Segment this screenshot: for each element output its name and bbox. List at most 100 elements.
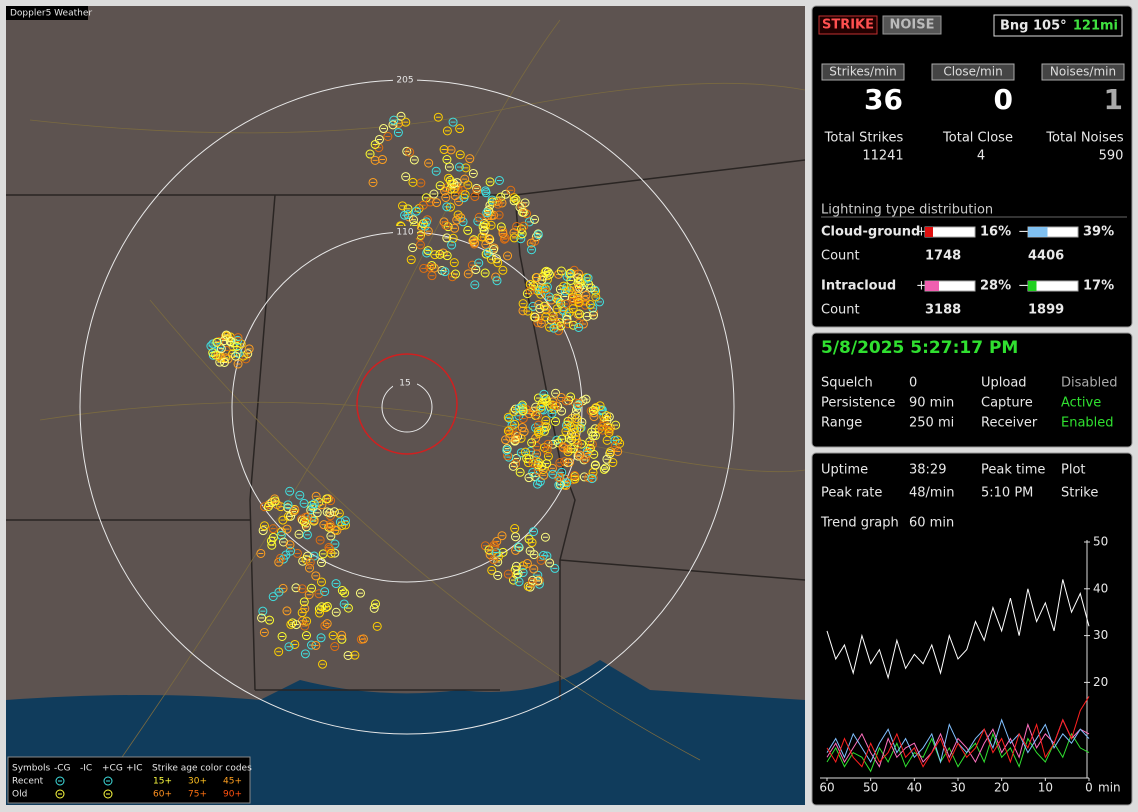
- strike-symbol: [554, 480, 564, 490]
- bar-fill: [1028, 281, 1037, 291]
- strike-symbol: [311, 640, 321, 650]
- strike-symbol: [570, 431, 580, 441]
- strike-symbol: [274, 587, 284, 597]
- strike-symbol: [585, 300, 595, 310]
- strike-symbol: [451, 181, 461, 191]
- strike-symbol: [519, 221, 529, 231]
- strike-symbol: [536, 402, 546, 412]
- total-value: 11241: [862, 149, 903, 164]
- strike-symbol: [219, 336, 229, 346]
- strike-symbol: [449, 258, 459, 268]
- legend-symbol: [55, 776, 65, 786]
- strike-symbol: [332, 526, 342, 536]
- strike-symbol: [331, 579, 341, 589]
- strike-symbol: [406, 255, 416, 265]
- strike-symbol: [401, 172, 411, 182]
- strike-symbol: [557, 406, 567, 416]
- strike-symbol: [528, 301, 538, 311]
- strike-symbol: [501, 435, 511, 445]
- strike-symbol: [511, 194, 521, 204]
- noise-button[interactable]: [882, 15, 942, 35]
- strike-symbol: [551, 416, 561, 426]
- strike-symbol: [305, 563, 315, 573]
- strike-symbol: [403, 210, 413, 220]
- strike-symbol: [548, 469, 558, 479]
- strike-symbol: [268, 524, 278, 534]
- strike-symbol: [266, 536, 276, 546]
- strike-symbol: [295, 490, 305, 500]
- stats-panel: [811, 452, 1133, 806]
- strike-symbol: [440, 186, 450, 196]
- strike-symbol: [506, 185, 516, 195]
- strike-symbol: [400, 210, 410, 220]
- strike-symbol: [481, 249, 491, 259]
- strike-symbol: [463, 225, 473, 235]
- strike-symbol: [489, 540, 499, 550]
- strike-symbol: [541, 422, 551, 432]
- status-field: Capture: [981, 396, 1033, 411]
- strike-symbol: [560, 286, 570, 296]
- legend-age: 75+: [188, 790, 207, 800]
- count-value: 3188: [925, 303, 961, 318]
- strike-symbol: [337, 586, 347, 596]
- strike-symbol: [284, 642, 294, 652]
- strike-symbol: [290, 505, 300, 515]
- strike-symbol: [597, 421, 607, 431]
- sign: +: [916, 279, 927, 294]
- strike-symbol: [549, 323, 559, 333]
- strike-symbol: [483, 206, 493, 216]
- strike-symbol: [538, 550, 548, 560]
- strike-symbol: [591, 292, 601, 302]
- x-tick-label: 10: [1038, 781, 1053, 795]
- strike-symbol: [409, 155, 419, 165]
- strike-symbol: [509, 193, 519, 203]
- strike-symbol: [585, 437, 595, 447]
- trend-line: [826, 696, 1090, 768]
- sign: +: [916, 225, 927, 240]
- strike-symbol: [534, 313, 544, 323]
- strike-symbol: [441, 192, 451, 202]
- strike-symbol: [281, 550, 291, 560]
- stats-field: Uptime: [821, 463, 868, 478]
- y-tick-label: 20: [1093, 675, 1108, 689]
- strike-symbol: [541, 415, 551, 425]
- strike-symbol: [241, 354, 251, 364]
- bar-fill: [925, 227, 933, 237]
- strike-symbol: [401, 117, 411, 127]
- rate-value: 36: [864, 83, 903, 116]
- ring-label: 110: [396, 228, 413, 238]
- strike-symbol: [557, 467, 567, 477]
- strike-symbol: [518, 561, 528, 571]
- legend-box: [7, 756, 251, 804]
- strike-symbol: [470, 192, 480, 202]
- strike-symbol: [487, 197, 497, 207]
- stats-field: Trend graph: [820, 516, 899, 531]
- strike-symbol: [573, 273, 583, 283]
- strike-symbol: [331, 607, 341, 617]
- strike-symbol: [570, 474, 580, 484]
- strike-symbol: [301, 512, 311, 522]
- strike-symbol: [547, 463, 557, 473]
- strike-symbol: [561, 426, 571, 436]
- strike-symbol: [443, 222, 453, 232]
- strike-symbol: [411, 206, 421, 216]
- strike-symbol: [536, 555, 546, 565]
- strike-symbol: [532, 410, 542, 420]
- strike-symbol: [534, 575, 544, 585]
- strike-symbol: [258, 606, 268, 616]
- strike-symbol: [297, 584, 307, 594]
- strike-symbol: [317, 558, 327, 568]
- strike-symbol: [533, 576, 543, 586]
- strike-symbol: [509, 233, 519, 243]
- status-field: Receiver: [981, 416, 1038, 431]
- strike-symbol: [221, 330, 231, 340]
- strike-button[interactable]: [818, 15, 878, 35]
- percent: 16%: [980, 225, 1011, 240]
- legend-column: -CG: [54, 764, 71, 774]
- strike-symbol: [492, 276, 502, 286]
- strike-symbol: [368, 177, 378, 187]
- stats-field: 48/min: [909, 486, 954, 501]
- strike-symbol: [291, 620, 301, 630]
- strike-symbol: [324, 542, 334, 552]
